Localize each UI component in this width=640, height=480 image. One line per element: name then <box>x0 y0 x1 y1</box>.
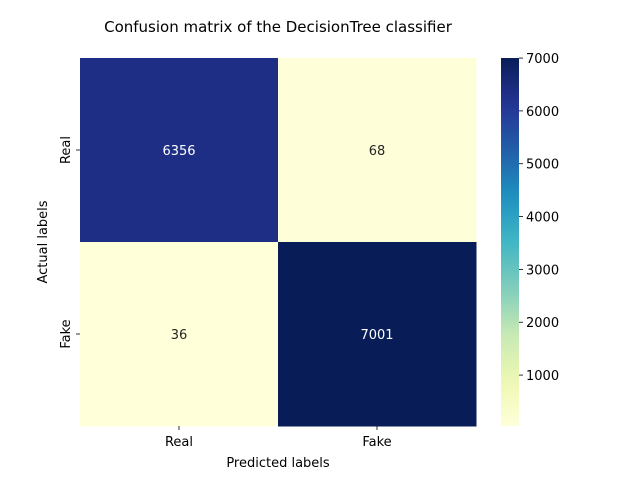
colorbar-tick-label: 2000 <box>526 316 559 331</box>
cell-value-label: 7001 <box>360 328 393 343</box>
x-axis-label: Predicted labels <box>226 456 330 471</box>
y-tick-label: Fake <box>59 319 74 348</box>
heatmap-cell <box>80 242 279 427</box>
heatmap-cells: 6356 68 36 7001 <box>80 58 477 427</box>
y-axis-ticks: Real Fake <box>59 136 80 349</box>
y-tick-label: Real <box>59 136 74 164</box>
colorbar-ticks: 1000 2000 3000 4000 5000 6000 7000 <box>519 52 559 384</box>
chart-title: Confusion matrix of the DecisionTree cla… <box>104 18 453 36</box>
cell-value-label: 36 <box>171 328 188 343</box>
colorbar-tick-label: 4000 <box>526 211 559 226</box>
heatmap-cell <box>278 242 477 427</box>
y-axis-label: Actual labels <box>36 200 51 283</box>
colorbar <box>501 58 519 426</box>
colorbar-tick-label: 5000 <box>526 158 559 173</box>
colorbar-tick-label: 6000 <box>526 105 559 120</box>
x-axis-ticks: Real Fake <box>165 426 392 450</box>
heatmap-cell <box>278 58 477 243</box>
heatmap-cell <box>80 58 279 243</box>
colorbar-tick-label: 3000 <box>526 263 559 278</box>
cell-value-label: 6356 <box>162 144 195 159</box>
colorbar-tick-label: 1000 <box>526 369 559 384</box>
cell-value-label: 68 <box>369 144 386 159</box>
colorbar-tick-label: 7000 <box>526 52 559 67</box>
x-tick-label: Fake <box>362 435 391 450</box>
x-tick-label: Real <box>165 435 193 450</box>
